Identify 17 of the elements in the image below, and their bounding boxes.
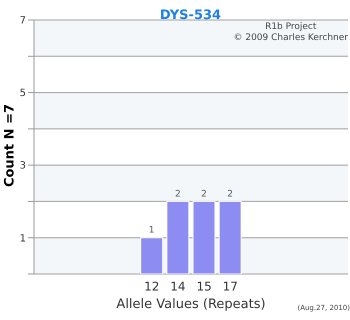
data-label: 2 — [201, 189, 207, 200]
y-tick-label: 3 — [20, 160, 26, 172]
chart-title: DYS-534 — [158, 8, 222, 23]
annotation: R1b Project — [264, 22, 318, 33]
annotation: © 2009 Charles Kerchner — [233, 33, 348, 44]
data-label: 2 — [227, 189, 234, 200]
x-tick-label: 14 — [170, 280, 186, 294]
x-tick-label: 15 — [196, 280, 212, 294]
x-tick-label: 17 — [222, 280, 238, 294]
data-label: 1 — [148, 226, 155, 236]
y-tick-label: 1 — [20, 233, 26, 244]
data-label: 2 — [174, 189, 181, 200]
y-tick-label: 5 — [20, 88, 26, 100]
y-tick-label: 7 — [20, 16, 26, 27]
x-axis-title: Allele Values (Repeats) — [116, 297, 266, 312]
x-tick-label: 12 — [144, 280, 160, 294]
y-axis-title: Count N =7 — [2, 102, 18, 190]
